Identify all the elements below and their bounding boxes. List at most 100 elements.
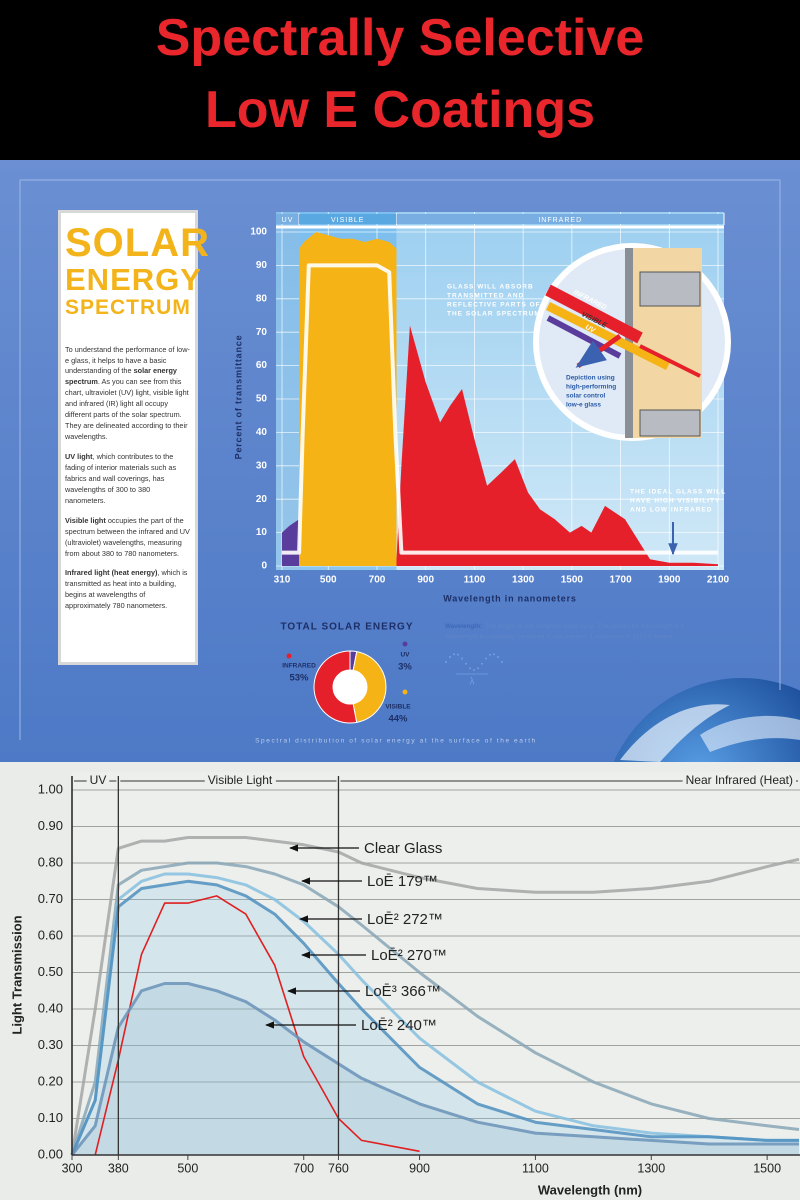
wave-dot xyxy=(445,661,447,663)
inset-beam xyxy=(639,409,701,437)
note-label: Wavelength: xyxy=(445,623,482,630)
inset-ray xyxy=(545,284,643,344)
x-tick-label: 1300 xyxy=(512,575,535,586)
y-axis-title: Percent of transmittance xyxy=(233,335,243,460)
x-tick-label: 1700 xyxy=(609,575,632,586)
series-line xyxy=(94,895,420,1156)
y-tick-label: 0.60 xyxy=(38,927,63,942)
series-line xyxy=(70,872,799,1156)
band-label: UV xyxy=(282,217,294,224)
y-tick-label: 100 xyxy=(250,227,267,238)
x-tick-label: 760 xyxy=(328,1161,349,1175)
annotation: AND LOW INFRARED xyxy=(630,507,712,514)
annotation: TRANSMITTED AND xyxy=(447,293,524,300)
band-strip xyxy=(276,214,300,224)
x-tick-label: 1500 xyxy=(753,1161,781,1175)
wavelength-note: Wavelength is commonly measured in nanom… xyxy=(445,634,674,641)
x-axis-title: Wavelength in nanometers xyxy=(443,593,576,603)
pie-dot xyxy=(286,653,292,659)
y-tick-label: 0.00 xyxy=(38,1146,63,1161)
inset-reflect xyxy=(639,344,701,378)
sidebar-paragraph: UV light, which contributes to the fadin… xyxy=(65,452,191,507)
pie-label: INFRARED xyxy=(282,663,316,670)
wave-dot xyxy=(497,656,499,659)
x-tick-label: 1100 xyxy=(464,575,486,586)
annotation: low-e glass xyxy=(566,402,601,409)
series-fill xyxy=(72,881,799,1155)
x-axis-title: Wavelength (nm) xyxy=(538,1182,642,1197)
sidebar: SOLAR ENERGY SPECTRUM To understand the … xyxy=(58,210,210,665)
sidebar-text: To understand the performance of low-e g… xyxy=(65,345,191,613)
annotation: HAVE HIGH VISIBILITY xyxy=(630,498,720,505)
pie-value-label: 44% xyxy=(388,714,408,725)
series-label: LoĒ² 270™ xyxy=(371,947,447,964)
x-tick-label: 500 xyxy=(177,1161,198,1175)
sidebar-paragraph: Infrared light (heat energy), which is t… xyxy=(65,568,191,612)
pie-label: UV xyxy=(400,652,410,659)
x-tick-label: 300 xyxy=(62,1161,83,1175)
text-run: To understand the performance of low-e g… xyxy=(65,344,190,376)
annotation: solar control xyxy=(566,393,606,400)
y-tick-label: 30 xyxy=(256,460,268,471)
y-tick-label: 10 xyxy=(256,527,268,538)
wave-dot xyxy=(457,653,459,656)
region-label-bg xyxy=(86,773,110,788)
annotation: THE SOLAR SPECTRUM xyxy=(447,311,541,318)
pie-hole xyxy=(333,670,367,704)
wavelength-note: Wavelength: The length of one complete wa… xyxy=(445,623,685,630)
y-tick-label: 40 xyxy=(256,427,268,438)
x-tick-label: 1300 xyxy=(637,1161,665,1175)
bold-run: UV light xyxy=(65,452,93,462)
title-line: Low E Coatings xyxy=(205,81,595,139)
note-text: The length of one complete wave cycle. T… xyxy=(485,623,685,630)
y-tick-label: 0.20 xyxy=(38,1073,63,1088)
series-line xyxy=(70,861,800,1156)
pie-label: VISIBLE xyxy=(385,704,411,711)
wave-dot xyxy=(473,669,475,671)
band-label: VISIBLE xyxy=(331,217,364,224)
x-tick-label: 500 xyxy=(320,575,337,586)
sidebar-title: SOLAR xyxy=(65,221,210,265)
series-label: LoĒ² 240™ xyxy=(361,1017,437,1034)
earth-cloud xyxy=(620,704,730,762)
bold-run: Infrared light (heat energy) xyxy=(65,568,158,578)
y-tick-label: 1.00 xyxy=(38,781,63,796)
wave-dot xyxy=(481,662,483,665)
y-tick-label: 0.40 xyxy=(38,1000,63,1015)
wave-dot xyxy=(465,662,467,665)
sidebar-paragraph: To understand the performance of low-e g… xyxy=(65,345,191,443)
wave-dot xyxy=(461,657,463,660)
y-tick-label: 0 xyxy=(261,561,267,572)
bold-run: solar energy spectrum xyxy=(65,366,177,387)
region-label: UV xyxy=(90,773,107,787)
text-run: , which contributes to the fading of int… xyxy=(65,452,177,505)
series-label: Clear Glass xyxy=(364,840,442,857)
y-tick-label: 0.10 xyxy=(38,1110,63,1125)
text-run: occupies the part of the spectrum betwee… xyxy=(65,515,190,558)
y-tick-label: 0.70 xyxy=(38,891,63,906)
annotation: THE IDEAL GLASS WILL xyxy=(630,489,726,496)
wave-dot xyxy=(449,656,451,659)
band-strip xyxy=(396,214,724,224)
title-line: Spectrally Selective xyxy=(155,9,645,67)
wavelength-symbol: λ xyxy=(470,677,475,688)
band-label: INFRARED xyxy=(538,217,582,224)
y-tick-label: 20 xyxy=(256,494,268,505)
wave-dot xyxy=(501,661,503,663)
pie-value-label: 3% xyxy=(398,662,412,673)
spectrum-area xyxy=(299,232,397,566)
y-tick-label: 0.80 xyxy=(38,854,63,869)
earth xyxy=(613,678,800,762)
header: Spectrally Selective Low E Coatings xyxy=(0,0,800,160)
y-tick-label: 60 xyxy=(256,360,268,371)
x-tick-label: 310 xyxy=(274,575,291,586)
pie-title: TOTAL SOLAR ENERGY xyxy=(280,622,413,633)
series-label: LoĒ 179™ xyxy=(367,873,438,890)
x-tick-label: 700 xyxy=(293,1161,314,1175)
pie-dot xyxy=(402,689,408,695)
y-tick-label: 0.90 xyxy=(38,818,63,833)
wave-dot xyxy=(489,653,491,656)
region-label: Near Infrared (Heat) xyxy=(686,773,793,787)
wave-dot xyxy=(485,657,487,660)
